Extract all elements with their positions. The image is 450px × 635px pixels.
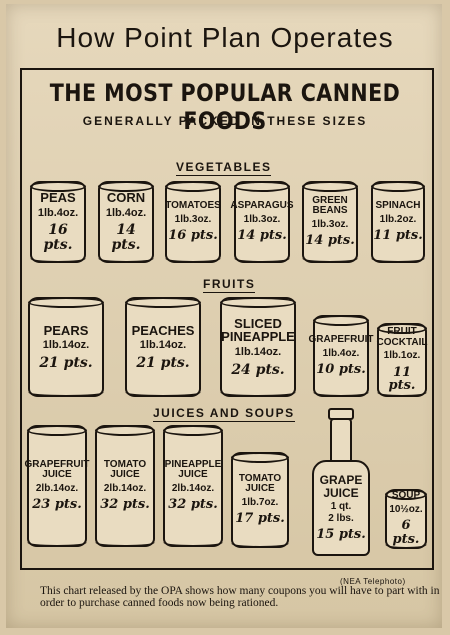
can-name: PEAS bbox=[40, 190, 76, 206]
can-points: 14 pts. bbox=[305, 233, 355, 249]
can-points: 11 pts. bbox=[388, 364, 416, 394]
can-size: 1lb.2oz. bbox=[379, 213, 417, 225]
can-size: 1lb.7oz. bbox=[241, 496, 279, 508]
bottle-body: GRAPE JUICE 1 qt. 2 lbs. 15 pts. bbox=[312, 460, 370, 556]
can-name: CORN bbox=[106, 190, 146, 206]
can-points: 32 pts. bbox=[168, 497, 218, 513]
can-size: 1lb.14oz. bbox=[42, 339, 90, 352]
can-name: PEARS bbox=[43, 322, 89, 338]
can-size: 1lb.1oz. bbox=[383, 350, 421, 362]
caption: This chart released by the OPA shows how… bbox=[40, 585, 440, 609]
can-size: 1lb.14oz. bbox=[139, 339, 187, 352]
can-points: 21 pts. bbox=[39, 354, 93, 371]
can-green-beans: GREEN BEANS 1lb.3oz. 14 pts. bbox=[302, 181, 358, 263]
chart-frame bbox=[20, 68, 434, 570]
can-points: 32 pts. bbox=[100, 497, 150, 513]
can-points: 24 pts. bbox=[231, 361, 285, 378]
can-peas: PEAS 1lb.4oz. 16 pts. bbox=[30, 181, 86, 263]
section-vegetables: VEGETABLES bbox=[176, 160, 272, 176]
can-size: 1lb.3oz. bbox=[243, 213, 281, 225]
can-points: 23 pts. bbox=[32, 497, 82, 513]
headline: How Point Plan Operates bbox=[56, 22, 394, 53]
can-points: 11 pts. bbox=[373, 228, 423, 244]
bottle-size: 1 qt. bbox=[330, 501, 352, 513]
can-size: 2lb.14oz. bbox=[35, 482, 79, 494]
section-fruits: FRUITS bbox=[203, 277, 256, 293]
can-points: 16 pts. bbox=[43, 222, 73, 254]
bottle-grape-juice: GRAPE JUICE 1 qt. 2 lbs. 15 pts. bbox=[312, 408, 370, 556]
can-size: 1lb.3oz. bbox=[311, 218, 349, 230]
can-fruit-cocktail: FRUIT COCKTAIL 1lb.1oz. 11 pts. bbox=[377, 323, 427, 397]
can-points: 6 pts. bbox=[392, 518, 420, 547]
section-juices-and-soups: JUICES AND SOUPS bbox=[153, 406, 295, 422]
can-tomato-juice-small: TOMATO JUICE 1lb.7oz. 17 pts. bbox=[231, 452, 289, 548]
can-name: GRAPEFRUIT bbox=[308, 334, 374, 346]
can-name: FRUIT COCKTAIL bbox=[376, 326, 428, 348]
chart-subtitle: GENERALLY PACKED IN THESE SIZES bbox=[82, 114, 368, 128]
photo-credit: (NEA Telephoto) bbox=[340, 577, 406, 586]
can-soup: SOUP 10½oz. 6 pts. bbox=[385, 489, 427, 549]
can-name: PEACHES bbox=[131, 322, 195, 338]
can-points: 17 pts. bbox=[235, 511, 285, 527]
can-points: 21 pts. bbox=[136, 354, 190, 371]
can-asparagus: ASPARAGUS 1lb.3oz. 14 pts. bbox=[230, 181, 294, 263]
can-points: 14 pts. bbox=[237, 228, 287, 244]
can-size: 1lb.4oz. bbox=[322, 347, 360, 359]
bottle-points: 15 pts. bbox=[316, 527, 366, 543]
can-spinach: SPINACH 1lb.2oz. 11 pts. bbox=[371, 181, 425, 263]
can-size: 1lb.3oz. bbox=[174, 213, 212, 225]
can-name: SOUP bbox=[391, 490, 421, 502]
bottle-cap bbox=[328, 408, 354, 420]
can-sliced-pineapple: SLICED PINEAPPLE 1lb.14oz. 24 pts. bbox=[220, 297, 296, 397]
bottle-size-2: 2 lbs. bbox=[328, 512, 354, 524]
can-name: TOMATOES bbox=[165, 200, 221, 212]
can-size: 1lb.4oz. bbox=[105, 206, 147, 219]
can-name: SLICED PINEAPPLE bbox=[221, 315, 295, 345]
can-name: TOMATO JUICE bbox=[103, 458, 147, 481]
can-name: PINEAPPLE JUICE bbox=[164, 458, 222, 481]
can-size: 2lb.14oz. bbox=[171, 482, 215, 494]
can-size: 10½oz. bbox=[389, 503, 423, 515]
can-grapefruit-juice: GRAPEFRUIT JUICE 2lb.14oz. 23 pts. bbox=[24, 425, 90, 547]
can-tomatoes: TOMATOES 1lb.3oz. 16 pts. bbox=[165, 181, 221, 263]
can-name: GREEN BEANS bbox=[312, 194, 348, 217]
can-pineapple-juice: PINEAPPLE JUICE 2lb.14oz. 32 pts. bbox=[163, 425, 223, 547]
can-grapefruit: GRAPEFRUIT 1lb.4oz. 10 pts. bbox=[309, 315, 374, 397]
can-points: 16 pts. bbox=[168, 228, 218, 244]
can-pears: PEARS 1lb.14oz. 21 pts. bbox=[28, 297, 104, 397]
can-name: SPINACH bbox=[375, 200, 421, 212]
can-name: TOMATO JUICE bbox=[238, 472, 282, 495]
can-corn: CORN 1lb.4oz. 14 pts. bbox=[98, 181, 154, 263]
can-size: 2lb.14oz. bbox=[103, 482, 147, 494]
can-name: GRAPEFRUIT JUICE bbox=[24, 458, 90, 481]
bottle-name: GRAPE JUICE bbox=[319, 473, 363, 500]
bottle-neck bbox=[330, 418, 352, 464]
can-size: 1lb.4oz. bbox=[37, 206, 79, 219]
can-tomato-juice-large: TOMATO JUICE 2lb.14oz. 32 pts. bbox=[95, 425, 155, 547]
can-peaches: PEACHES 1lb.14oz. 21 pts. bbox=[125, 297, 201, 397]
can-size: 1lb.14oz. bbox=[234, 346, 282, 359]
chart-title: THE MOST POPULAR CANNED FOODS bbox=[49, 79, 401, 135]
can-name: ASPARAGUS bbox=[230, 200, 294, 212]
can-points: 14 pts. bbox=[111, 222, 141, 254]
can-points: 10 pts. bbox=[316, 362, 366, 378]
